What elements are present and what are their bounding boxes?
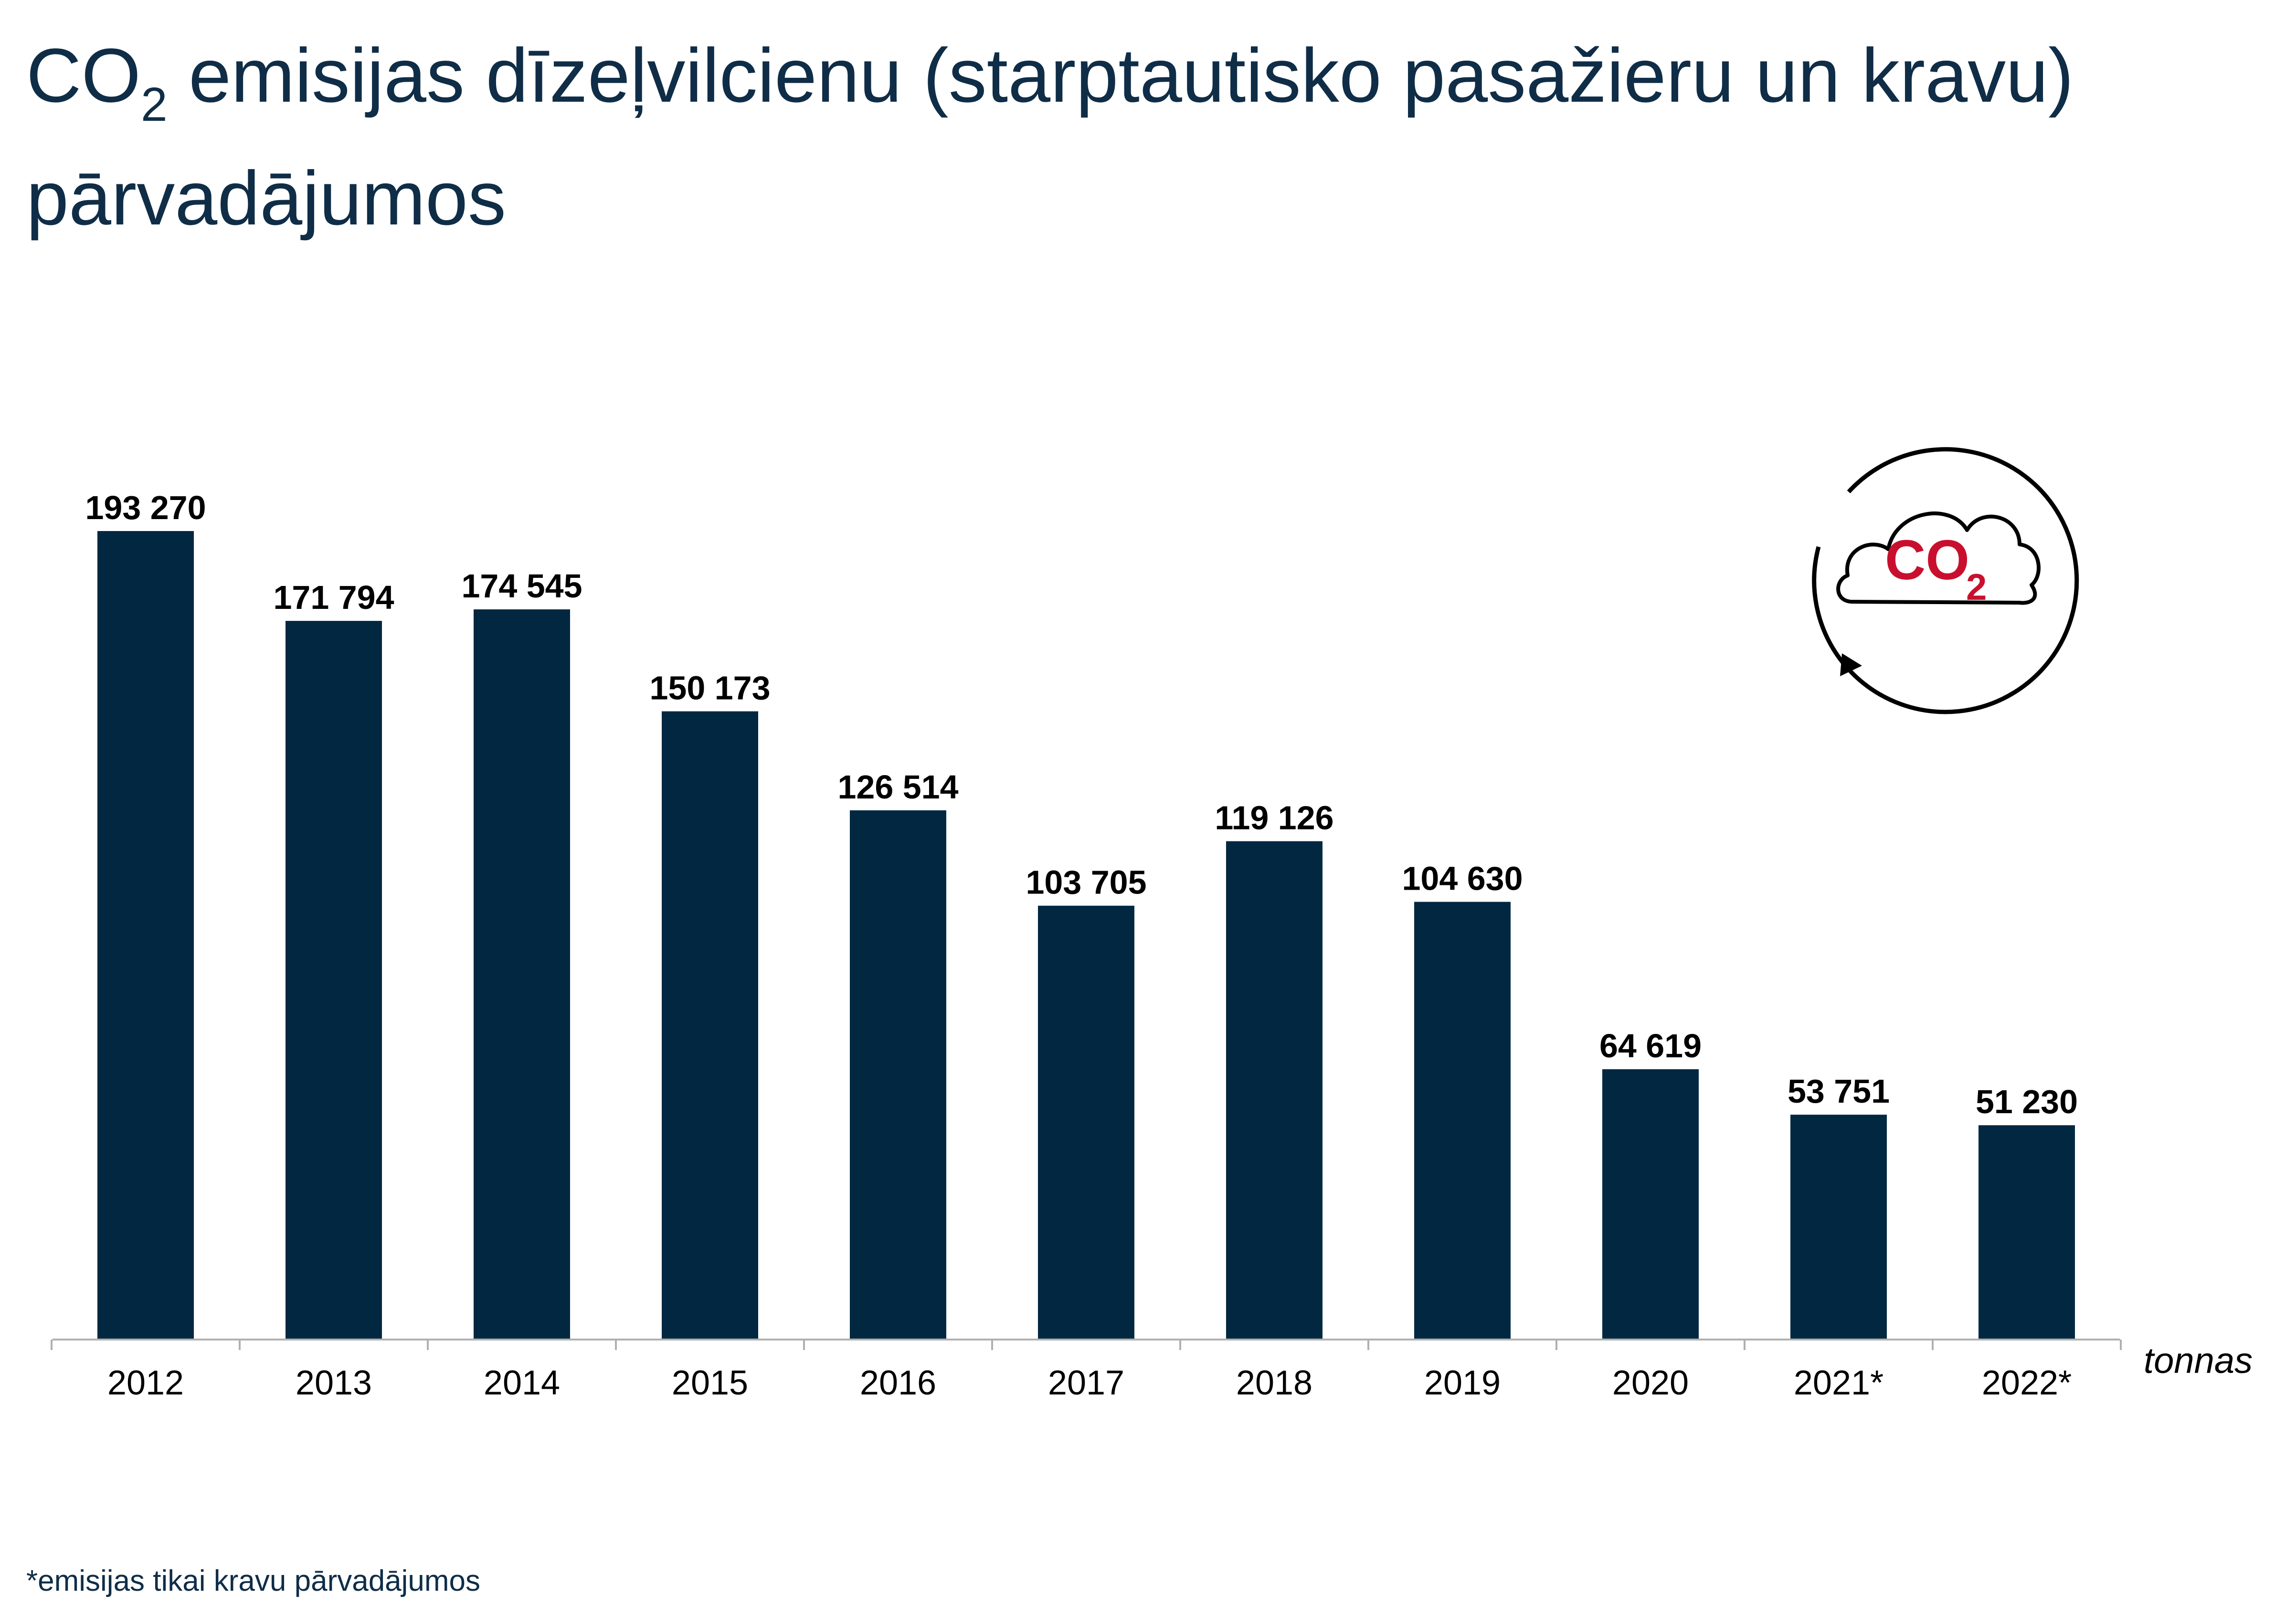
- category-label: 2017: [1048, 1364, 1124, 1402]
- category-label: 2020: [1612, 1364, 1689, 1402]
- bar: [1602, 1069, 1699, 1340]
- bar-value-label: 51 230: [1976, 1083, 2078, 1120]
- bar: [850, 810, 946, 1340]
- bar-value-label: 171 794: [273, 579, 394, 616]
- bar-value-label: 103 705: [1026, 864, 1146, 901]
- bar: [662, 711, 758, 1340]
- bar-value-label: 150 173: [649, 670, 770, 707]
- category-label: 2018: [1236, 1364, 1312, 1402]
- bar-value-label: 193 270: [85, 489, 206, 526]
- co2-cloud-cycle-icon: CO 2: [1812, 447, 2079, 714]
- category-label: 2019: [1424, 1364, 1501, 1402]
- bar: [1790, 1115, 1887, 1340]
- bar: [1038, 905, 1134, 1340]
- footnote: *emisijas tikai kravu pārvadājumos: [26, 1564, 481, 1597]
- bar-value-label: 174 545: [461, 567, 582, 605]
- category-label: 2012: [107, 1364, 184, 1402]
- category-label: 2014: [484, 1364, 560, 1402]
- title-subscript: 2: [141, 78, 168, 131]
- title-rest: emisijas dīzeļvilcienu (starptautisko pa…: [26, 32, 2074, 241]
- category-label: 2022*: [1982, 1364, 2072, 1402]
- bar: [1414, 902, 1511, 1340]
- icon-co2-subscript: 2: [1966, 566, 1987, 608]
- bar-value-label: 119 126: [1215, 799, 1333, 836]
- bar-value-label: 64 619: [1599, 1027, 1702, 1064]
- bar: [286, 621, 382, 1340]
- bar-value-label: 53 751: [1788, 1073, 1890, 1110]
- unit-label: tonnas: [2144, 1340, 2253, 1381]
- axis-ticks-group: [51, 1340, 2122, 1350]
- bar: [474, 609, 570, 1340]
- title-prefix: CO: [26, 32, 141, 118]
- category-label: 2013: [296, 1364, 372, 1402]
- bar: [97, 531, 194, 1340]
- icon-co2-label: CO: [1885, 529, 1969, 592]
- bar: [1226, 841, 1323, 1340]
- bar: [1979, 1125, 2075, 1340]
- category-label: 2015: [672, 1364, 748, 1402]
- bars-group: 193 270 2012 171 794 2013 174 545 2014 150 173…: [85, 489, 2078, 1402]
- bar-value-label: 104 630: [1402, 860, 1523, 897]
- category-label: 2021*: [1794, 1364, 1883, 1402]
- chart-title: CO2 emisijas dīzeļvilcienu (starptautisk…: [26, 19, 2222, 254]
- category-label: 2016: [860, 1364, 936, 1402]
- bar-value-label: 126 514: [837, 768, 958, 806]
